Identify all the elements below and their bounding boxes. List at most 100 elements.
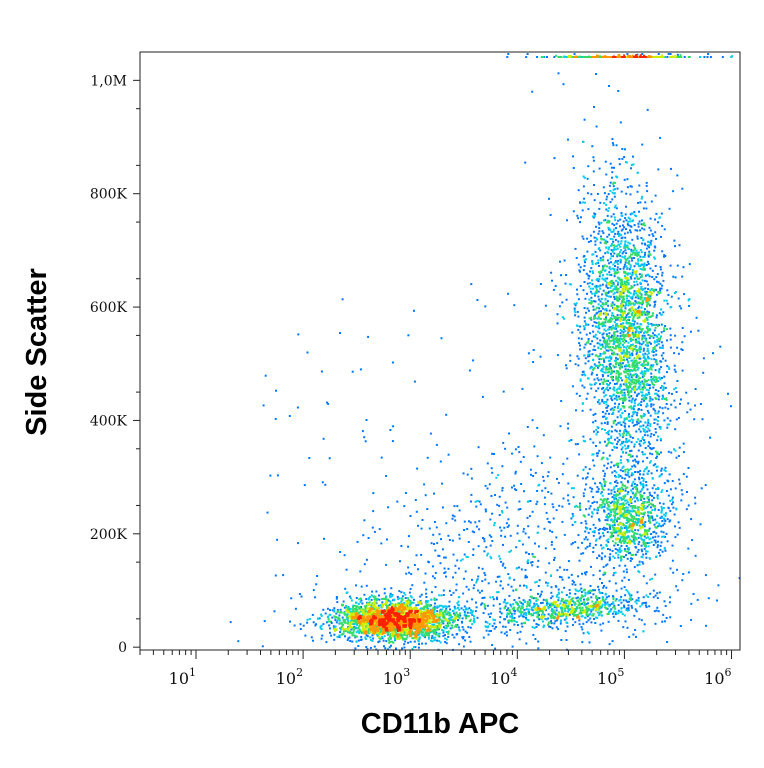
data-point — [660, 509, 663, 512]
data-point — [619, 514, 622, 517]
data-point — [618, 395, 620, 398]
data-point — [434, 571, 437, 574]
data-point — [509, 629, 512, 631]
data-point — [547, 617, 550, 620]
data-point — [632, 517, 635, 520]
data-point — [667, 53, 670, 55]
data-point — [584, 520, 587, 523]
data-point — [653, 505, 656, 508]
data-point — [604, 519, 607, 522]
data-point — [681, 275, 684, 278]
data-point — [311, 613, 314, 616]
data-point — [627, 419, 630, 422]
data-point — [635, 350, 638, 352]
data-point — [639, 229, 642, 232]
data-point — [530, 596, 533, 599]
data-point — [610, 252, 612, 255]
data-point — [472, 554, 475, 556]
data-point — [567, 482, 570, 485]
data-point — [604, 593, 607, 596]
data-point — [425, 600, 427, 602]
data-point — [657, 410, 660, 413]
data-point — [633, 532, 636, 534]
data-point — [680, 348, 683, 351]
data-point — [389, 634, 392, 637]
data-point — [552, 506, 555, 509]
data-point — [441, 482, 444, 485]
data-point — [595, 433, 598, 436]
data-point — [613, 389, 616, 392]
data-point — [516, 524, 519, 527]
data-point — [664, 325, 667, 327]
data-point — [631, 297, 634, 300]
data-point — [620, 240, 623, 243]
data-point — [601, 336, 604, 339]
data-point — [544, 599, 547, 602]
data-point — [626, 537, 629, 540]
data-point — [664, 386, 667, 389]
data-point — [511, 452, 514, 455]
data-point — [604, 394, 607, 397]
data-point — [607, 611, 610, 614]
data-point — [608, 559, 611, 562]
data-point — [566, 457, 569, 460]
data-point — [639, 357, 642, 360]
data-point — [634, 331, 637, 334]
data-point — [553, 556, 556, 559]
data-point — [688, 263, 691, 266]
data-point — [696, 598, 699, 601]
data-point — [629, 185, 632, 188]
data-point — [680, 499, 683, 502]
data-point — [656, 273, 659, 276]
data-point — [432, 629, 435, 632]
data-point — [493, 522, 496, 524]
data-point — [608, 267, 611, 269]
data-point — [619, 258, 622, 261]
data-point — [638, 316, 641, 319]
data-point — [638, 220, 641, 223]
data-point — [527, 559, 530, 562]
data-point — [583, 320, 586, 323]
data-point — [596, 611, 599, 614]
data-point — [542, 479, 545, 482]
data-point — [587, 340, 590, 342]
data-point — [431, 635, 434, 638]
data-point — [635, 249, 638, 252]
data-point — [621, 157, 624, 160]
data-point — [472, 587, 475, 590]
data-point — [686, 491, 688, 493]
data-point — [379, 613, 382, 616]
data-point — [517, 566, 520, 569]
data-point — [582, 622, 585, 625]
data-point — [334, 619, 337, 622]
data-point — [648, 538, 651, 541]
data-point — [609, 508, 612, 511]
data-point — [578, 504, 581, 507]
data-point — [661, 250, 664, 253]
data-point — [661, 284, 664, 287]
data-point — [417, 568, 419, 571]
data-point — [627, 220, 630, 223]
data-point — [446, 611, 449, 614]
data-point — [566, 219, 568, 222]
data-point — [345, 568, 348, 571]
data-point — [628, 351, 631, 354]
data-point — [408, 591, 411, 594]
data-point — [524, 574, 527, 577]
data-point — [628, 217, 631, 220]
data-point — [469, 626, 472, 629]
data-point — [504, 566, 507, 569]
data-point — [578, 597, 581, 600]
data-point — [633, 391, 636, 394]
data-point — [644, 370, 647, 373]
data-point — [593, 321, 596, 324]
data-point — [627, 224, 630, 227]
data-point — [606, 406, 609, 409]
data-point — [654, 303, 656, 306]
data-point — [648, 250, 651, 253]
data-point — [613, 503, 616, 506]
data-point — [620, 313, 623, 316]
data-point — [501, 487, 504, 489]
data-point — [607, 226, 610, 229]
data-point — [547, 491, 550, 493]
